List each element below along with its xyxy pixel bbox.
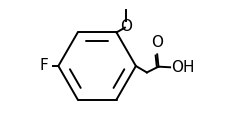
Text: O: O <box>151 36 163 51</box>
Text: OH: OH <box>171 60 194 75</box>
Text: F: F <box>40 58 49 74</box>
Text: O: O <box>120 19 132 34</box>
